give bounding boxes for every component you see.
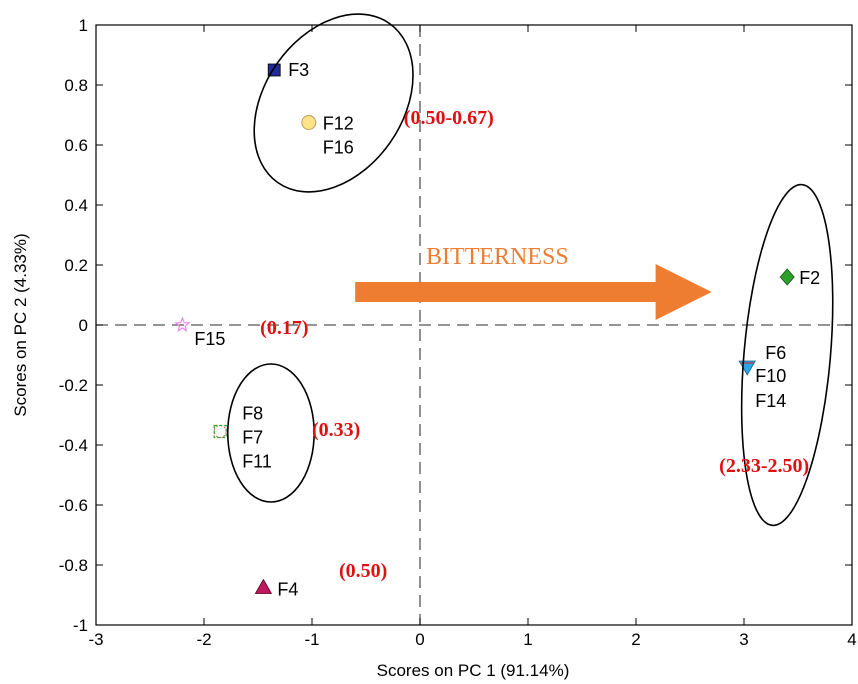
data-point-f4 bbox=[254, 578, 273, 594]
x-tick-label: 4 bbox=[847, 630, 856, 649]
y-tick-label: 0.4 bbox=[64, 196, 88, 215]
bitterness-score-annotation-5: (2.33-2.50) bbox=[719, 455, 809, 477]
x-tick-label: 1 bbox=[523, 630, 532, 649]
plot-area: -3 -2 -1 0 1 2 3 4 -1 -0.8 -0.6 -0.4 -0.2 0 0.2 0.4 0.6 0… bbox=[59, 13, 857, 649]
y-tick-label: 0 bbox=[79, 316, 88, 335]
cluster-ellipse-2 bbox=[226, 363, 315, 503]
y-tick-label: -1 bbox=[73, 616, 88, 635]
cluster-ellipse-1 bbox=[253, 13, 414, 193]
y-tick-label: 0.6 bbox=[64, 136, 88, 155]
x-tick-label: 0 bbox=[415, 630, 424, 649]
x-axis-label: Scores on PC 1 (91.14%) bbox=[377, 661, 570, 680]
point-label-f8: F8 bbox=[242, 404, 263, 424]
y-tick-label: 0.2 bbox=[64, 256, 88, 275]
bitterness-score-annotation-3: (0.33) bbox=[312, 419, 360, 441]
data-point-f12 bbox=[301, 115, 317, 130]
bitterness-score-annotation-2: (0.17) bbox=[260, 317, 308, 339]
y-tick-label: -0.6 bbox=[59, 496, 88, 515]
point-label-f6: F6 bbox=[765, 343, 786, 363]
data-point-f15 bbox=[174, 316, 191, 333]
data-point-f2 bbox=[779, 268, 795, 286]
y-tick-label: 0.8 bbox=[64, 76, 88, 95]
x-tick-label: -3 bbox=[88, 630, 103, 649]
x-tick-label: 2 bbox=[631, 630, 640, 649]
point-label-f14: F14 bbox=[755, 391, 786, 411]
point-label-f7: F7 bbox=[242, 428, 263, 448]
x-tick-label: 3 bbox=[739, 630, 748, 649]
y-tick-label: -0.2 bbox=[59, 376, 88, 395]
point-label-f15: F15 bbox=[194, 329, 225, 349]
point-label-f4: F4 bbox=[277, 580, 298, 600]
x-tick-label: -1 bbox=[304, 630, 319, 649]
point-label-f10: F10 bbox=[755, 366, 786, 386]
y-tick-label: 1 bbox=[79, 16, 88, 35]
point-label-f11: F11 bbox=[242, 452, 272, 472]
data-point-f7 bbox=[213, 424, 227, 439]
point-label-f12: F12 bbox=[323, 114, 354, 134]
point-label-f3: F3 bbox=[288, 60, 309, 80]
x-tick-label: -2 bbox=[196, 630, 211, 649]
point-label-f16: F16 bbox=[323, 138, 354, 158]
cluster-ellipse-3 bbox=[740, 183, 834, 527]
bitterness-score-annotation-1: (0.50-0.67) bbox=[404, 107, 494, 129]
data-point-f8 bbox=[213, 425, 227, 438]
y-tick-label: -0.8 bbox=[59, 556, 88, 575]
y-axis-label: Scores on PC 2 (4.33%) bbox=[11, 233, 30, 416]
bitterness-score-annotation-4: (0.50) bbox=[339, 560, 387, 582]
y-tick-label: -0.4 bbox=[59, 436, 88, 455]
point-label-f2: F2 bbox=[799, 268, 820, 288]
bitterness-arrow bbox=[355, 264, 712, 320]
bitterness-arrow-label: BITTERNESS bbox=[426, 244, 569, 270]
